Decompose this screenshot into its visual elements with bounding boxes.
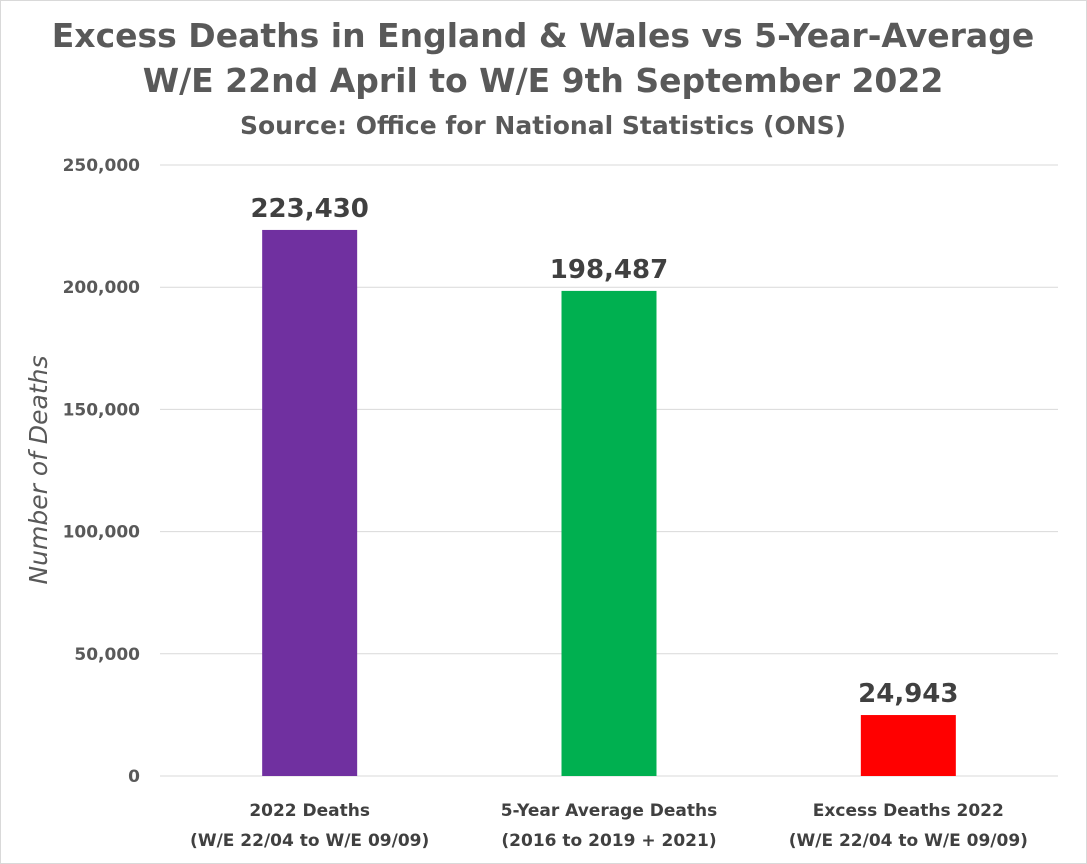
bars bbox=[262, 229, 956, 776]
category-label: (W/E 22/04 to W/E 09/09) bbox=[190, 831, 429, 851]
category-label: Excess Deaths 2022 bbox=[813, 801, 1004, 821]
bar bbox=[561, 290, 657, 776]
bar bbox=[262, 229, 358, 776]
y-tick-label: 200,000 bbox=[63, 278, 141, 298]
chart-source: Source: Office for National Statistics (… bbox=[240, 111, 846, 140]
bar bbox=[860, 715, 956, 776]
chart-subtitle: W/E 22nd April to W/E 9th September 2022 bbox=[143, 61, 944, 100]
data-label: 198,487 bbox=[550, 255, 668, 285]
category-labels: 2022 Deaths (W/E 22/04 to W/E 09/09) 5-Yea… bbox=[190, 801, 1028, 851]
y-axis-tick-labels: 0 50,000 100,000 150,000 200,000 250,000 bbox=[63, 156, 141, 787]
category-label: 5-Year Average Deaths bbox=[501, 801, 718, 821]
y-tick-label: 50,000 bbox=[74, 645, 140, 665]
y-tick-label: 250,000 bbox=[63, 156, 141, 176]
chart-title: Excess Deaths in England & Wales vs 5-Ye… bbox=[52, 16, 1034, 55]
data-labels: 223,430 198,487 24,943 bbox=[250, 194, 958, 709]
category-label: (2016 to 2019 + 2021) bbox=[501, 831, 716, 851]
category-label: (W/E 22/04 to W/E 09/09) bbox=[789, 831, 1028, 851]
chart-titles: Excess Deaths in England & Wales vs 5-Ye… bbox=[52, 16, 1034, 140]
y-tick-label: 150,000 bbox=[63, 400, 141, 420]
data-label: 24,943 bbox=[858, 679, 958, 709]
y-axis-title: Number of Deaths bbox=[24, 355, 53, 584]
y-tick-label: 0 bbox=[128, 767, 140, 787]
y-tick-label: 100,000 bbox=[63, 523, 141, 543]
data-label: 223,430 bbox=[250, 194, 368, 224]
category-label: 2022 Deaths bbox=[249, 801, 370, 821]
